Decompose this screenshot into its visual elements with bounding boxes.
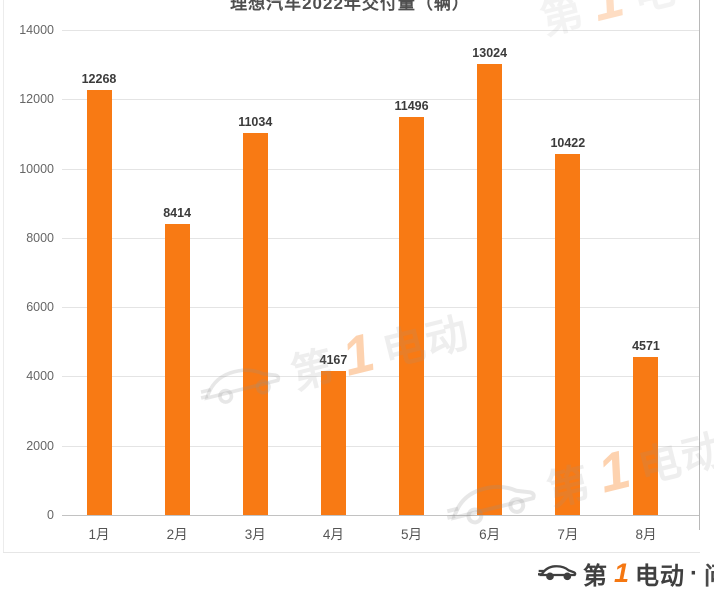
chart-frame-bottom-line bbox=[3, 552, 700, 553]
car-logo-icon bbox=[538, 560, 578, 587]
bar-value-label: 11034 bbox=[238, 115, 273, 129]
y-tick-label: 10000 bbox=[19, 161, 54, 176]
bar-5月 bbox=[399, 117, 425, 515]
bar-value-label: 4571 bbox=[632, 339, 660, 353]
y-tick-label: 8000 bbox=[26, 230, 54, 245]
x-axis-line bbox=[62, 515, 700, 516]
y-tick-label: 2000 bbox=[26, 438, 54, 453]
brand-logo-text: 电动 bbox=[635, 563, 686, 590]
gridline bbox=[62, 237, 700, 239]
brand-logo-text: 第 bbox=[583, 563, 608, 590]
bar-7月 bbox=[555, 154, 581, 515]
x-tick-label: 2月 bbox=[166, 527, 188, 542]
x-tick-label: 6月 bbox=[479, 527, 501, 542]
bar-2月 bbox=[164, 224, 190, 515]
gridline bbox=[62, 168, 700, 170]
bar-6月 bbox=[477, 64, 503, 515]
chart-frame-right-line bbox=[699, 0, 700, 530]
x-tick-label: 3月 bbox=[244, 527, 266, 542]
bar-chart: 理想汽车2022年交付量（辆） 12268 8414 11034 4167 11496 1… bbox=[3, 0, 700, 553]
x-tick-label: 7月 bbox=[557, 527, 579, 542]
brand-logo-tail: 问答吧 bbox=[704, 556, 714, 591]
bar-3月 bbox=[242, 133, 268, 515]
gridline bbox=[62, 376, 700, 378]
chart-title: 理想汽车2022年交付量（辆） bbox=[230, 0, 470, 13]
bar-value-label: 12268 bbox=[81, 72, 117, 86]
y-tick-label: 0 bbox=[47, 508, 54, 522]
x-tick-label: 8月 bbox=[635, 527, 657, 542]
bar-value-label: 4167 bbox=[319, 353, 348, 367]
bar-4月 bbox=[320, 371, 346, 515]
bar-value-label: 13024 bbox=[472, 46, 508, 60]
bar-value-label: 11496 bbox=[394, 99, 429, 113]
gridline bbox=[62, 99, 700, 101]
gridline bbox=[62, 445, 700, 447]
bar-8月 bbox=[633, 357, 659, 515]
y-tick-label: 4000 bbox=[26, 369, 54, 384]
brand-logo-number: 1 bbox=[614, 558, 630, 588]
gridline bbox=[62, 30, 700, 31]
brand-logo-divider: · bbox=[690, 559, 700, 587]
x-tick-label: 5月 bbox=[401, 527, 423, 542]
x-tick-label: 1月 bbox=[88, 527, 110, 542]
y-tick-label: 6000 bbox=[26, 300, 54, 315]
gridline bbox=[62, 307, 700, 309]
y-tick-label: 14000 bbox=[19, 23, 54, 37]
bar-value-label: 10422 bbox=[550, 136, 586, 150]
plot-area: 12268 8414 11034 4167 11496 13024 10422 4571 bbox=[62, 30, 700, 516]
x-tick-label: 4月 bbox=[322, 527, 344, 542]
y-tick-label: 12000 bbox=[19, 92, 54, 107]
chart-frame-left-line bbox=[3, 0, 4, 552]
bar-1月 bbox=[86, 90, 112, 515]
bar-value-label: 8414 bbox=[163, 206, 192, 220]
